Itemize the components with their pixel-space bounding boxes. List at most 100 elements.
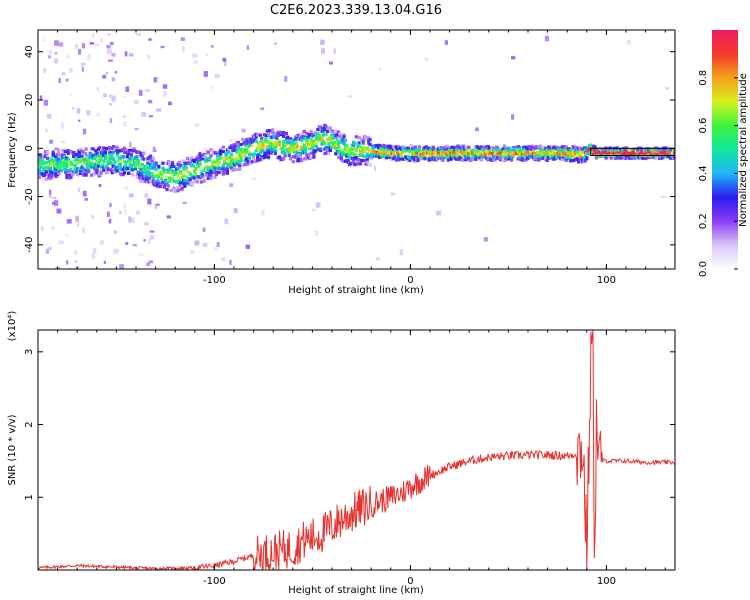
- spectrogram-cell: [142, 157, 146, 161]
- spectrogram-cell: [334, 129, 338, 134]
- spectrogram-cell: [82, 190, 87, 197]
- spectrogram-cell: [352, 161, 356, 165]
- spectrogram-cell: [472, 153, 476, 157]
- spectrogram-cell: [39, 95, 43, 101]
- spectrogram-cell: [201, 175, 205, 179]
- spectrogram-cell: [100, 38, 103, 43]
- spectrogram-cell: [153, 180, 157, 184]
- spectrogram-cell: [198, 157, 202, 161]
- spectrogram-cell: [157, 175, 161, 179]
- spectrogram-cell: [184, 175, 188, 179]
- spectrogram-cell: [74, 260, 78, 263]
- snr-plot-area: [38, 330, 675, 570]
- spectrogram-cell: [223, 60, 227, 67]
- spectrogram-cell: [298, 134, 302, 138]
- spectrogram-cell: [164, 180, 168, 184]
- spectrogram-cell: [291, 155, 295, 159]
- spectrogram-cell: [165, 182, 169, 186]
- spectrogram-cell: [59, 169, 64, 173]
- spectrogram-cell: [66, 149, 70, 153]
- spectrogram-cell: [478, 156, 482, 160]
- spectrogram-cell: [63, 168, 68, 172]
- spectrogram-cell: [74, 44, 79, 49]
- spectrogram-cell: [65, 160, 69, 164]
- spectrogram-cell: [604, 156, 608, 160]
- spectrogram-cell: [375, 150, 379, 154]
- spectrogram-cell: [246, 45, 250, 51]
- spectrogram-cell: [102, 74, 107, 79]
- spectrogram-cell: [464, 145, 468, 149]
- spectrogram-cell: [373, 165, 377, 172]
- spectrogram-cell: [69, 93, 73, 96]
- spectrogram-cell: [522, 149, 526, 154]
- spectrogram-cell: [315, 202, 321, 208]
- spectrogram-cell: [195, 162, 199, 166]
- spectrogram-cell: [283, 151, 287, 155]
- spectrogram-cell: [47, 168, 51, 172]
- spectrogram-cell: [425, 57, 428, 61]
- spectrogram-cell: [271, 128, 275, 132]
- spectrogram-cell: [217, 166, 221, 170]
- spectrogram-cell: [170, 169, 175, 173]
- spectrogram-cell: [41, 166, 46, 170]
- spectrogram-cell: [192, 176, 197, 180]
- spectrogram-cell: [332, 143, 337, 147]
- spectrogram-cell: [144, 192, 148, 198]
- spectrogram-cell: [124, 161, 128, 165]
- spectrogram-cell: [191, 180, 195, 184]
- spectrogram-cell: [235, 162, 239, 166]
- spectrogram-cell: [162, 84, 168, 89]
- spectrogram-cell: [644, 156, 648, 161]
- spectrogram-cell: [222, 57, 227, 62]
- spectrogram-cell: [85, 165, 90, 169]
- spectrogram-cell: [79, 158, 83, 162]
- spectrogram-cell: [280, 147, 284, 151]
- spectrogram-cell: [229, 183, 233, 188]
- spectrogram-cell: [430, 153, 434, 157]
- spectrogram-cell: [210, 149, 214, 153]
- spectrogram-cell: [282, 139, 286, 144]
- spectrogram-cell: [363, 149, 367, 153]
- spectrogram-cell: [38, 163, 42, 167]
- spectrogram-cell: [585, 156, 589, 160]
- spectrogram-cell: [570, 148, 574, 153]
- spectrogram-cell: [304, 148, 308, 152]
- colorbar-ticks: 0.0 0.2 0.4 0.6 0.8: [698, 70, 738, 277]
- spectrogram-cell: [179, 181, 183, 185]
- spectrogram-cell: [483, 152, 487, 157]
- spectrogram-cell: [229, 161, 234, 166]
- spectrogram-cell: [125, 155, 129, 159]
- spectrogram-cell: [456, 153, 460, 157]
- spectrogram-cell: [175, 171, 179, 175]
- spectrogram-cell: [102, 168, 106, 172]
- spectrogram-cell: [339, 155, 343, 160]
- spectrogram-cell: [250, 160, 254, 164]
- spectrogram-cell: [109, 41, 114, 46]
- spectrogram-panel: -100 0 100 -40 -20 0 20 40 Height of straight …: [7, 29, 676, 296]
- spectrogram-cell: [302, 129, 306, 134]
- spectrogram-cell: [131, 168, 135, 172]
- spectrogram-cell: [400, 153, 404, 157]
- spectrogram-cell: [77, 119, 81, 122]
- spectrogram-cell: [74, 157, 79, 161]
- spectrogram-cell: [84, 152, 88, 157]
- spectrogram-cell: [134, 127, 139, 131]
- spectrogram-cell: [51, 154, 55, 158]
- spectrogram-cell: [353, 142, 357, 146]
- spectrogram-cell: [210, 162, 214, 166]
- spectrogram-cell: [483, 147, 487, 151]
- spectrogram-cell: [321, 133, 326, 137]
- spectrogram-cell: [319, 147, 323, 151]
- spectrogram-cell: [180, 183, 184, 188]
- spectrogram-cell: [199, 170, 203, 174]
- spectrogram-cell: [66, 55, 71, 59]
- spectrogram-cell: [305, 131, 309, 136]
- spectrogram-cell: [154, 168, 158, 172]
- spectrogram-cell: [268, 129, 272, 133]
- spectrogram-cell: [168, 179, 172, 183]
- spectrogram-cell: [47, 55, 52, 59]
- spectrogram-cell: [266, 155, 271, 159]
- spectrogram-cell: [238, 164, 242, 168]
- spectrogram-cell: [44, 177, 48, 181]
- spectrogram-cell: [162, 170, 166, 174]
